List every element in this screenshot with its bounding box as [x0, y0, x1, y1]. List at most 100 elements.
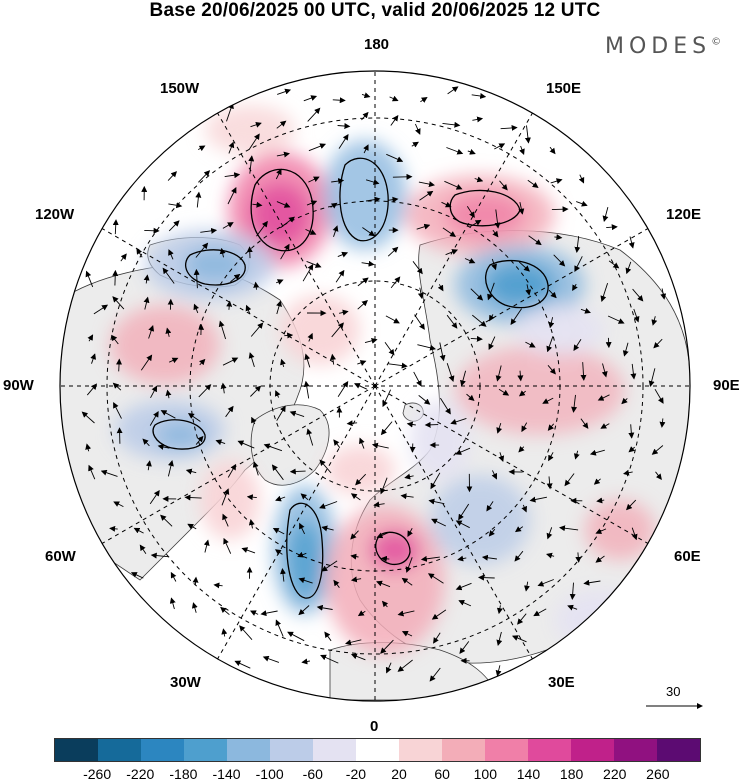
- wind-vector: [162, 267, 175, 284]
- wind-vector: [527, 179, 539, 188]
- wind-vector: [330, 353, 336, 365]
- wind-vector: [467, 149, 476, 155]
- wind-vector: [499, 180, 508, 191]
- wind-vector: [404, 473, 414, 480]
- wind-vector: [200, 227, 218, 234]
- wind-vector: [113, 501, 124, 508]
- wind-vector: [276, 279, 284, 285]
- wind-vector: [160, 410, 176, 419]
- wind-vector: [337, 380, 349, 397]
- wind-vector: [298, 605, 310, 616]
- wind-vector: [420, 97, 428, 103]
- wind-vector: [521, 422, 528, 433]
- wind-vector: [345, 639, 362, 646]
- wind-vector: [607, 315, 625, 324]
- lon-label-60e: 60E: [674, 548, 701, 565]
- lon-label-150e: 150E: [546, 80, 582, 97]
- wind-vector: [445, 249, 459, 256]
- wind-vector: [390, 276, 401, 289]
- wind-vector: [112, 219, 119, 235]
- colorbar-cell: [399, 739, 442, 761]
- wind-vector: [287, 631, 305, 642]
- wind-vector: [547, 423, 555, 431]
- wind-vector: [491, 470, 497, 480]
- wind-vector: [578, 174, 585, 184]
- reference-vector-label: 30: [666, 684, 681, 699]
- wind-vector: [596, 497, 605, 504]
- wind-vector: [88, 464, 96, 480]
- wind-vector: [170, 571, 177, 582]
- wind-vector: [573, 450, 580, 460]
- wind-vector: [109, 525, 118, 532]
- wind-vector: [364, 337, 378, 344]
- wind-vector: [625, 261, 632, 275]
- wind-vector: [331, 322, 344, 338]
- wind-vector: [85, 443, 92, 452]
- wind-vector: [251, 416, 257, 425]
- wind-vector: [361, 111, 369, 121]
- wind-vector: [160, 514, 173, 527]
- wind-vector: [169, 597, 176, 610]
- wind-vector: [239, 625, 253, 640]
- wind-vector: [427, 573, 444, 584]
- wind-vector: [241, 547, 256, 554]
- wind-vector: [307, 107, 321, 122]
- wind-vector: [187, 413, 201, 422]
- colorbar-cell: [98, 739, 141, 761]
- wind-vector: [320, 654, 339, 664]
- wind-vector: [457, 555, 467, 562]
- wind-vector: [628, 236, 635, 249]
- wind-vector: [621, 397, 628, 405]
- wind-vector: [380, 639, 394, 654]
- wind-vector: [595, 555, 605, 563]
- wind-vector: [357, 610, 366, 617]
- bering-low: [323, 140, 407, 250]
- lon-label-90w: 90W: [3, 377, 34, 394]
- wind-vector: [654, 388, 664, 404]
- wind-vector: [628, 424, 635, 439]
- wind-vector: [602, 206, 609, 222]
- wind-vector: [248, 352, 255, 368]
- wind-vector: [381, 600, 389, 608]
- wind-vector: [455, 582, 472, 591]
- wind-vector: [120, 253, 127, 262]
- wind-vector: [569, 582, 576, 600]
- wind-vector: [112, 296, 125, 310]
- wind-vector: [361, 92, 371, 99]
- wind-vector: [496, 631, 503, 646]
- wind-vector: [626, 499, 637, 511]
- colorbar-cell: [55, 739, 98, 761]
- wind-vector: [306, 260, 322, 268]
- wind-vector: [376, 580, 391, 588]
- wind-vector: [416, 223, 431, 230]
- wind-vector: [384, 342, 395, 356]
- wind-vector: [299, 522, 306, 535]
- wind-vector: [496, 422, 503, 434]
- wind-vector: [276, 120, 287, 129]
- wind-vector: [529, 496, 547, 503]
- lon-label-30e: 30E: [548, 674, 575, 691]
- wind-vector: [234, 660, 251, 669]
- wind-vector: [580, 418, 589, 429]
- wind-vector: [112, 269, 119, 286]
- wind-vector: [357, 360, 367, 366]
- wind-vector: [547, 365, 556, 375]
- wind-vector: [275, 619, 284, 637]
- wind-vector: [589, 449, 605, 456]
- wind-vector: [653, 338, 663, 349]
- wind-vector: [397, 610, 415, 617]
- wind-vector: [549, 146, 556, 155]
- wind-vector: [338, 133, 349, 149]
- colorbar-cell: [141, 739, 184, 761]
- wind-vector: [571, 394, 578, 413]
- wind-vector: [246, 494, 257, 501]
- wind-vector: [430, 472, 441, 490]
- colorbar-tick-label: -180: [169, 766, 198, 782]
- wind-vector: [365, 179, 380, 185]
- map-border: [59, 70, 691, 702]
- lon-label-0: 0: [370, 718, 379, 735]
- wind-vector: [439, 342, 446, 362]
- wind-vector: [219, 247, 226, 258]
- wind-vector: [250, 385, 262, 397]
- wind-vector: [143, 296, 150, 310]
